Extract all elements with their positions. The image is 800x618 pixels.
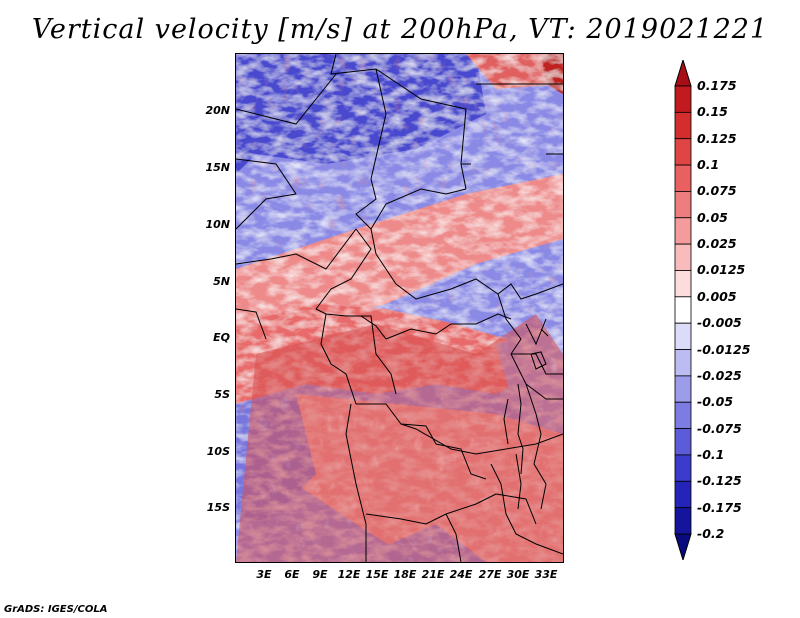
lat-label-10s: 10S [206,445,230,458]
lon-label-15e: 15E [365,568,389,581]
colorbar-label: 0.15 [697,104,728,120]
colorbar-swatch [674,322,692,350]
colorbar [674,60,692,560]
colorbar-swatch [674,375,692,403]
colorbar-swatch [674,428,692,456]
colorbar-label: -0.075 [697,420,742,436]
colorbar-label: 0.075 [697,183,737,199]
colorbar-swatch [674,85,692,113]
lon-label-18e: 18E [393,568,417,581]
grads-credit: GrADS: IGES/COLA [4,604,108,615]
colorbar-label: -0.005 [697,315,742,331]
colorbar-label: -0.05 [697,394,734,410]
lat-label-eq: EQ [213,331,230,344]
colorbar-label: 0.175 [697,78,737,93]
colorbar-label: -0.0125 [697,341,751,357]
colorbar-label: -0.025 [697,367,742,383]
lat-label-20n: 20N [205,104,230,117]
country-borders [236,54,563,562]
colorbar-label: 0.0125 [697,262,746,278]
colorbar-swatch [674,164,692,192]
colorbar-swatch [674,296,692,324]
lon-label-21e: 21E [421,568,445,581]
lat-label-10n: 10N [205,218,230,231]
lon-label-27e: 27E [478,568,502,581]
colorbar-swatch [674,401,692,429]
colorbar-swatch [674,480,692,509]
colorbar-swatch [674,191,692,219]
colorbar-label: -0.125 [697,473,742,489]
colorbar-label: -0.175 [697,499,742,515]
colorbar-label: 0.005 [697,288,737,304]
map-panel [235,53,564,563]
lat-label-15s: 15S [206,501,230,514]
colorbar-swatch [674,217,692,245]
colorbar-swatch [674,349,692,377]
lon-label-24e: 24E [449,568,473,581]
lon-label-33e: 33E [534,568,558,581]
lon-label-30e: 30E [506,568,530,581]
colorbar-swatch [674,507,692,535]
lon-label-6e: 6E [284,568,300,581]
lat-label-5n: 5N [213,275,230,288]
lat-label-5s: 5S [214,388,230,401]
colorbar-label: -0.1 [697,446,725,462]
lon-label-12e: 12E [337,568,361,581]
colorbar-top-arrow [674,60,692,87]
colorbar-swatch [674,138,692,166]
lon-label-3e: 3E [256,568,272,581]
colorbar-label: 0.05 [697,209,728,225]
chart-title: Vertical velocity [m/s] at 200hPa, VT: 2… [31,14,769,45]
lakes [503,328,549,510]
colorbar-bottom-arrow [674,533,692,560]
colorbar-label: -0.2 [697,526,725,541]
colorbar-swatch [674,111,692,140]
vertical-velocity-map [236,54,563,562]
colorbar-swatch [674,454,692,482]
lat-label-15n: 15N [205,161,230,174]
colorbar-swatch [674,270,692,298]
colorbar-label: 0.025 [697,236,737,252]
colorbar-swatch [674,243,692,271]
lon-label-9e: 9E [312,568,328,581]
colorbar-label: 0.1 [697,157,720,173]
colorbar-label: 0.125 [697,130,737,146]
